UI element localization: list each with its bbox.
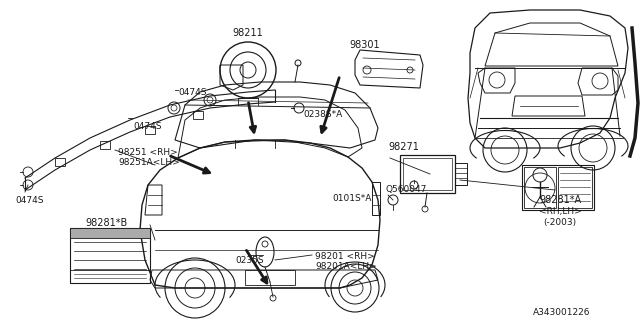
Text: 98271: 98271: [388, 142, 419, 152]
Bar: [455, 163, 467, 185]
Text: (-2003): (-2003): [543, 218, 577, 227]
Text: 0474S: 0474S: [16, 196, 44, 205]
Text: 98211: 98211: [232, 28, 264, 38]
Bar: [245, 270, 295, 285]
Text: 98201A<LH>: 98201A<LH>: [315, 262, 377, 271]
Text: 98281*A: 98281*A: [539, 195, 581, 205]
Text: <RH,LH>: <RH,LH>: [539, 207, 581, 216]
Text: 0238S*A: 0238S*A: [303, 110, 342, 119]
Text: 98281*B: 98281*B: [86, 218, 128, 228]
Text: 0474S: 0474S: [178, 88, 207, 97]
Bar: [70, 228, 150, 283]
Bar: [522, 165, 594, 210]
Bar: [400, 155, 455, 193]
Bar: [55, 158, 65, 166]
Text: 98301: 98301: [349, 40, 380, 50]
Bar: [403, 158, 452, 190]
Text: 98201 <RH>: 98201 <RH>: [315, 252, 375, 261]
Text: 98251A<LH>: 98251A<LH>: [118, 158, 180, 167]
Text: Q560047: Q560047: [385, 185, 426, 194]
Text: 0474S: 0474S: [133, 122, 161, 131]
Bar: [524, 167, 556, 208]
Bar: [70, 228, 150, 238]
Text: A343001226: A343001226: [532, 308, 590, 317]
Bar: [145, 126, 155, 134]
Bar: [193, 111, 203, 119]
Text: 0235S: 0235S: [235, 256, 264, 265]
Text: 0101S*A: 0101S*A: [332, 194, 371, 203]
Bar: [558, 167, 592, 208]
Text: 98251 <RH>: 98251 <RH>: [118, 148, 178, 157]
Bar: [100, 141, 110, 149]
